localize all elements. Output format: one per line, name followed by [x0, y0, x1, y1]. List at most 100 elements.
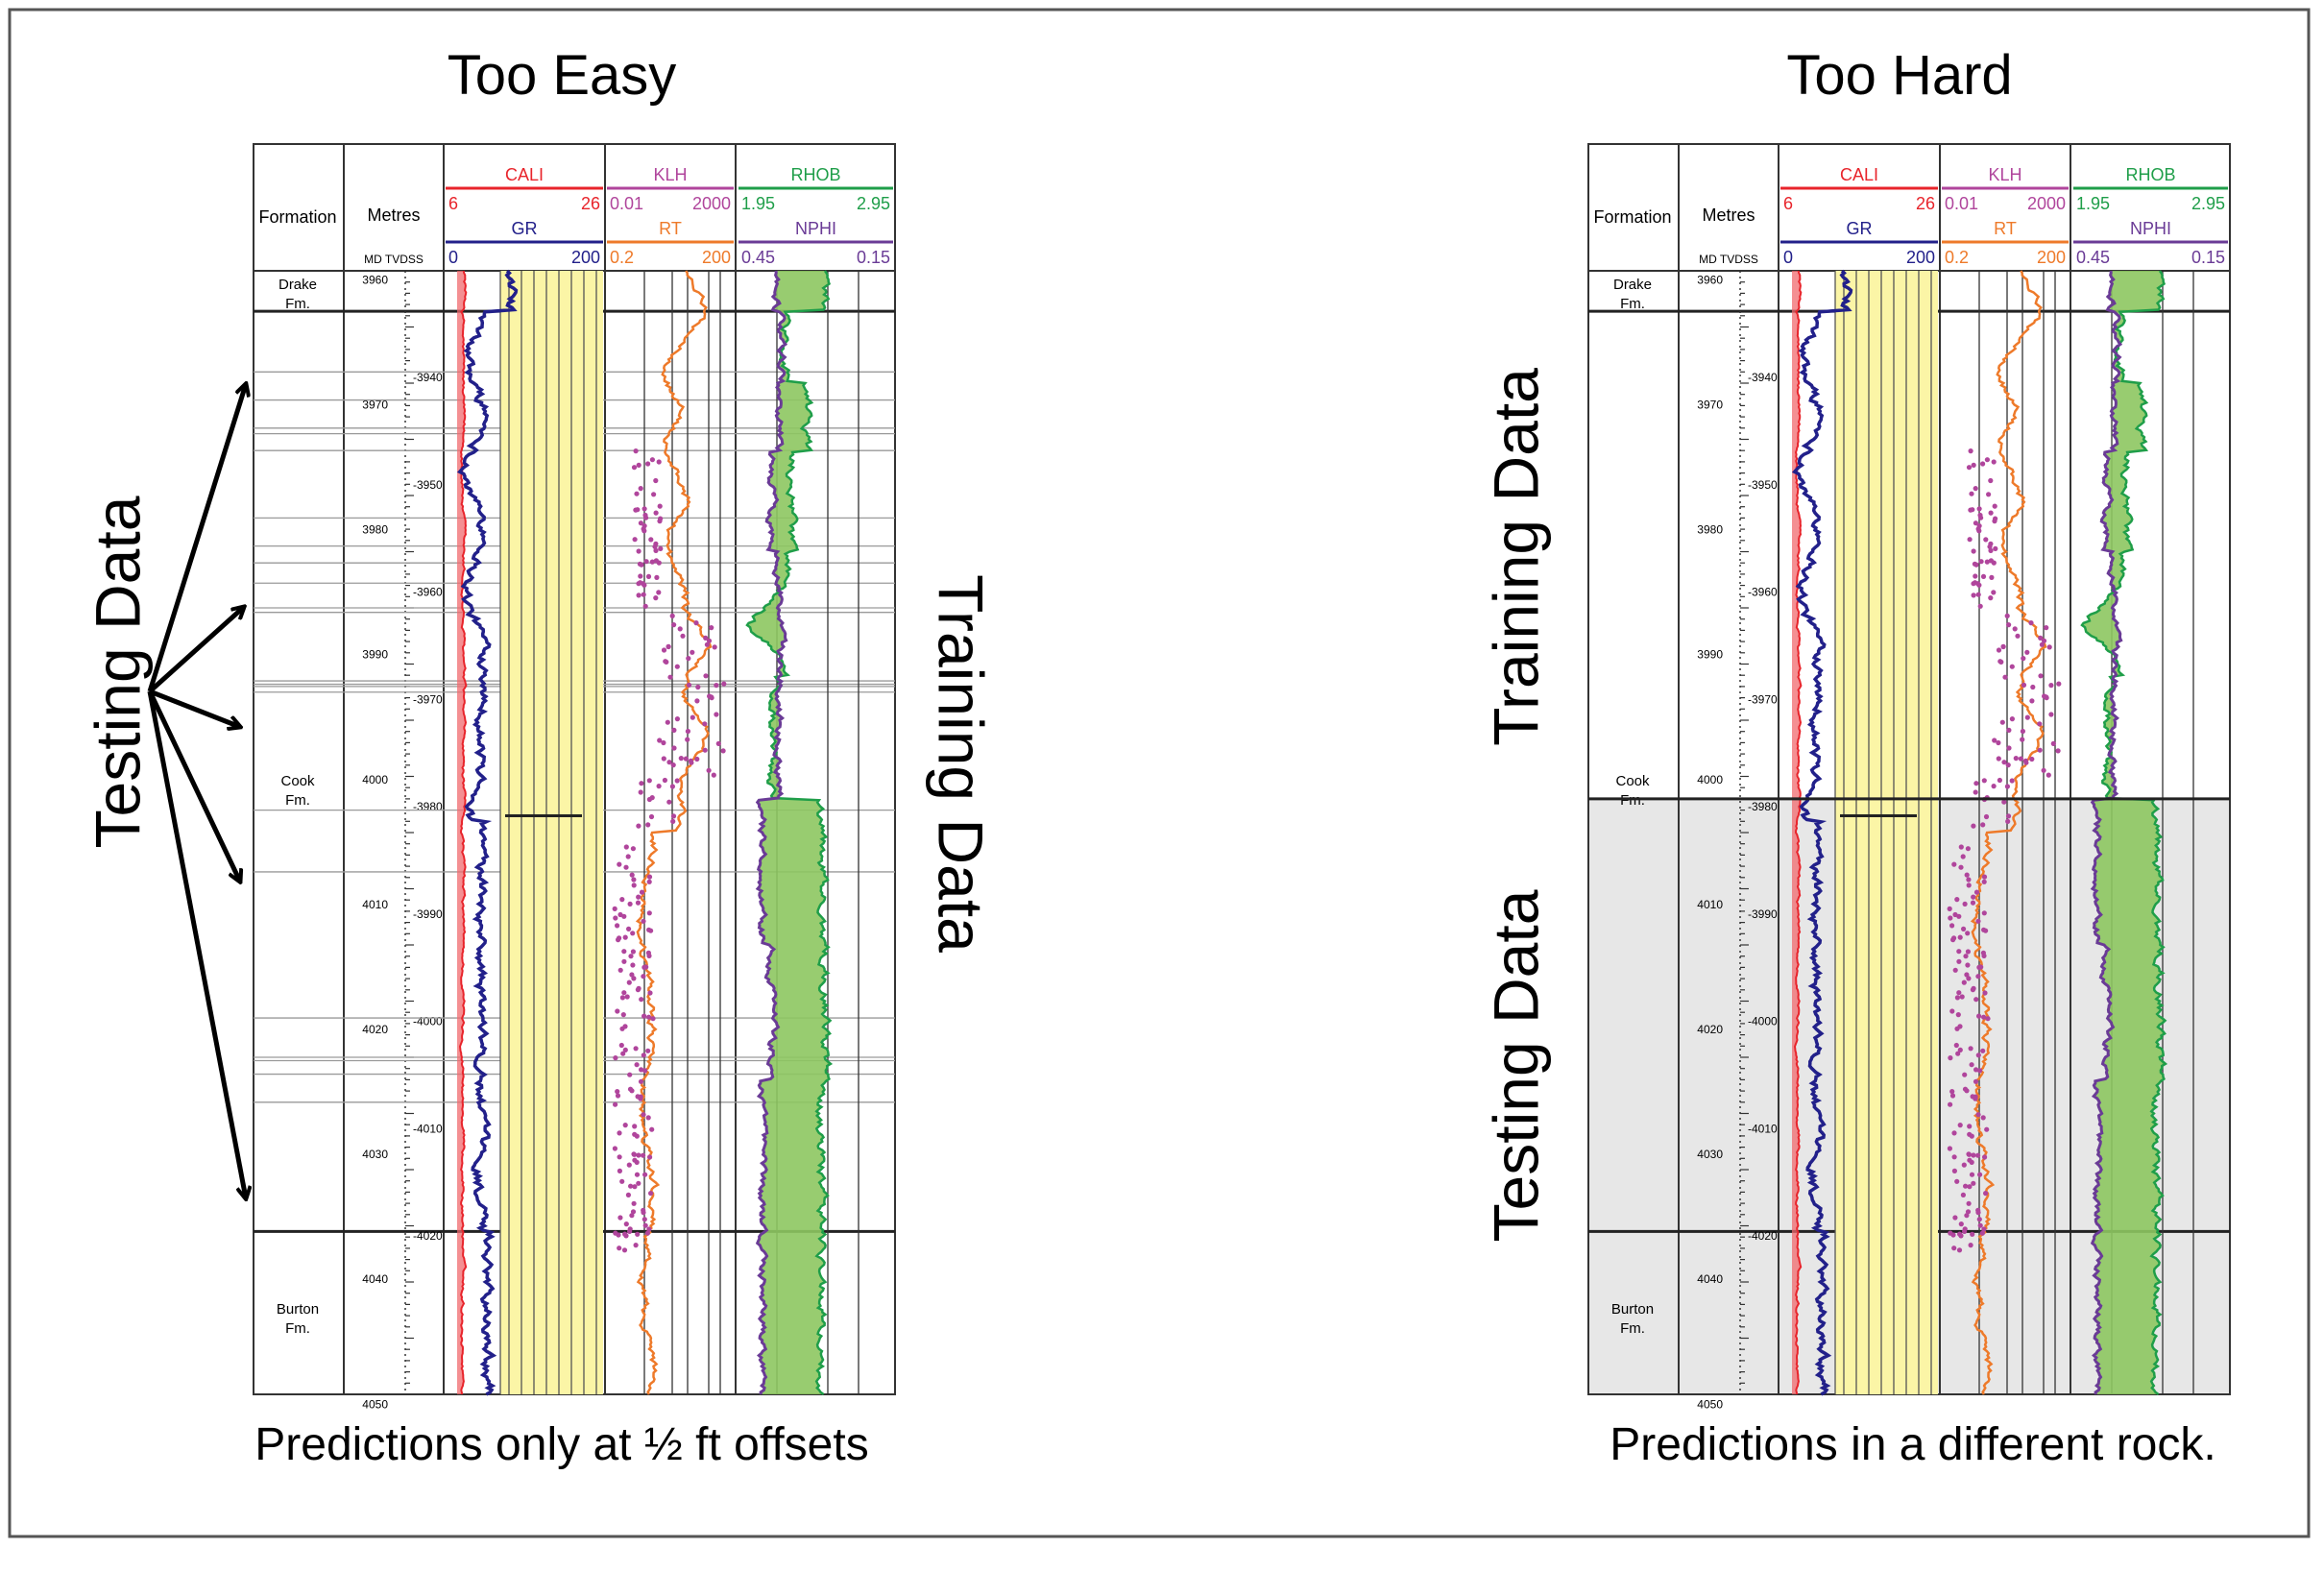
md-tick-label: 3980	[1697, 523, 1723, 537]
klh-point	[643, 559, 649, 565]
klh-point	[1984, 1126, 1990, 1132]
klh-point	[657, 503, 663, 509]
klh-point	[632, 1184, 638, 1190]
klh-point	[2050, 740, 2056, 747]
gr-curve	[1791, 269, 1853, 1396]
klh-point	[1961, 926, 1967, 932]
klh-point	[636, 462, 642, 468]
klh-point	[2029, 698, 2035, 704]
track1-top-max: 26	[1916, 194, 1935, 213]
klh-point	[653, 477, 659, 484]
right-testing-data-label: Testing Data	[1480, 889, 1551, 1242]
klh-point	[616, 937, 621, 943]
klh-point	[1956, 958, 1962, 964]
klh-point	[1960, 1192, 1966, 1197]
klh-point	[702, 747, 708, 753]
klh-point	[670, 762, 676, 768]
md-tick-label: 3990	[1697, 648, 1723, 662]
klh-point	[2038, 635, 2044, 641]
track1-top-max: 26	[581, 194, 600, 213]
klh-point	[674, 664, 680, 669]
klh-point	[1976, 1217, 1982, 1222]
klh-point	[671, 745, 677, 751]
klh-point	[1981, 1226, 1987, 1232]
klh-point	[1961, 979, 1967, 985]
klh-point	[670, 813, 677, 819]
klh-point	[2038, 673, 2044, 679]
klh-point	[621, 990, 627, 996]
klh-point	[642, 1068, 648, 1074]
klh-point	[666, 643, 671, 650]
klh-point	[671, 622, 677, 628]
klh-point	[1970, 900, 1976, 906]
track2-bottom-min: 0.2	[1945, 248, 1969, 267]
klh-point	[649, 559, 655, 565]
klh-point	[1952, 967, 1958, 973]
klh-point	[1973, 486, 1978, 492]
track1-bottom-name: GR	[512, 219, 538, 238]
klh-point	[1966, 1200, 1972, 1206]
klh-point	[1957, 1231, 1963, 1237]
klh-point	[1988, 510, 1994, 516]
klh-point	[1997, 659, 2003, 665]
klh-point	[2006, 727, 2012, 734]
klh-point	[1951, 1168, 1957, 1173]
klh-point	[1949, 1089, 1955, 1095]
md-tick-label: 4030	[362, 1148, 388, 1161]
klh-point	[1962, 901, 1968, 907]
klh-point	[1973, 580, 1978, 586]
klh-point	[1957, 1047, 1963, 1052]
klh-point	[625, 854, 631, 859]
klh-point	[1973, 781, 1979, 786]
header-md-tvdss: MD TVDSS	[364, 253, 424, 266]
klh-point	[623, 1221, 629, 1227]
track1-bottom-name: GR	[1847, 219, 1873, 238]
klh-point	[1969, 1172, 1975, 1177]
md-tick-label: 3970	[362, 398, 388, 411]
klh-point	[1956, 949, 1962, 955]
klh-point	[629, 1088, 635, 1094]
klh-point	[1979, 1230, 1985, 1236]
klh-point	[1959, 994, 1965, 1000]
klh-point	[666, 760, 672, 765]
klh-point	[656, 459, 662, 465]
klh-point	[636, 548, 642, 554]
klh-point	[1971, 1152, 1976, 1158]
klh-point	[638, 1078, 644, 1084]
klh-point	[2048, 712, 2054, 717]
klh-point	[689, 760, 694, 765]
klh-point	[628, 954, 634, 959]
klh-point	[694, 756, 700, 762]
klh-point	[683, 756, 689, 762]
klh-point	[1977, 603, 1983, 609]
klh-point	[631, 976, 637, 981]
klh-point	[1975, 1052, 1981, 1058]
klh-point	[1981, 1014, 1987, 1020]
klh-point	[2039, 641, 2045, 647]
md-tick-label: 3960	[1697, 273, 1723, 286]
klh-point	[633, 448, 639, 454]
klh-point	[1973, 1067, 1979, 1073]
klh-point	[646, 1226, 652, 1232]
header-formation: Formation	[258, 207, 336, 227]
tvd-tick-label: -3960	[413, 586, 443, 599]
klh-point	[2056, 681, 2062, 687]
klh-point	[1954, 897, 1960, 903]
klh-point	[1978, 559, 1984, 565]
klh-point	[711, 772, 716, 778]
klh-point	[1983, 1191, 1989, 1197]
klh-point	[1966, 1151, 1973, 1157]
klh-point	[1958, 1221, 1964, 1227]
md-tick-label: 4050	[1697, 1397, 1723, 1411]
md-tick-label: 3970	[1697, 398, 1723, 411]
klh-point	[690, 649, 695, 655]
nphi-curve	[755, 270, 788, 1395]
klh-point	[653, 595, 659, 601]
klh-point	[641, 918, 646, 924]
track2-bottom-name: RT	[659, 219, 682, 238]
track2-bottom-name: RT	[1994, 219, 2017, 238]
header-metres: Metres	[367, 206, 420, 225]
klh-point	[1966, 883, 1972, 888]
klh-point	[634, 1159, 640, 1165]
tvd-tick-label: -3990	[1748, 907, 1778, 921]
